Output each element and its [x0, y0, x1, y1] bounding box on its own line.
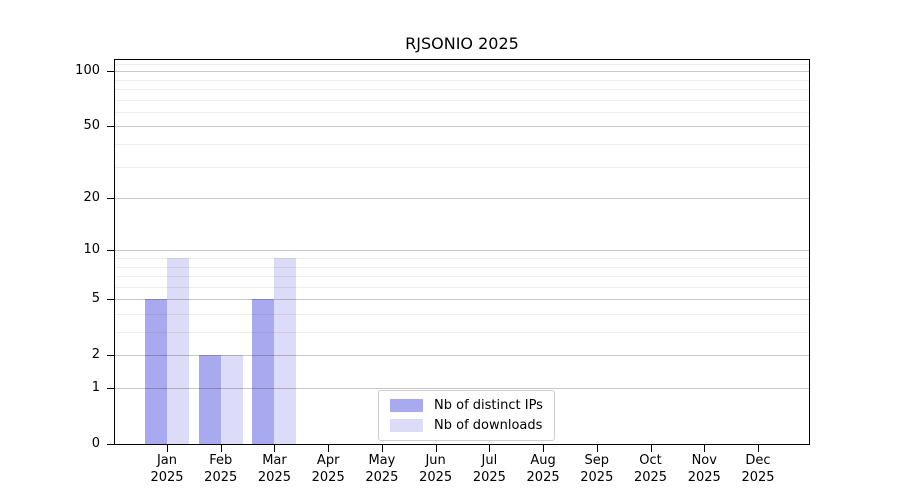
gridline-y-50	[115, 126, 809, 128]
x-tick-label-mar: Mar 2025	[257, 453, 291, 485]
y-tick-mark-1	[107, 388, 114, 389]
gridline-y-8	[115, 266, 809, 268]
gridline-y-3	[115, 332, 809, 333]
y-tick-mark-50	[107, 126, 114, 128]
gridlines-layer	[115, 60, 809, 444]
gridline-y-2	[115, 355, 809, 357]
x-tick-mark-jul	[489, 445, 491, 452]
gridline-y-1	[115, 388, 809, 389]
x-tick-label-dec: Dec 2025	[741, 453, 775, 485]
y-tick-mark-10	[107, 250, 114, 252]
gridline-y-6	[115, 286, 809, 288]
gridline-y-80	[115, 89, 809, 90]
y-tick-label-5: 5	[91, 291, 100, 307]
y-tick-mark-5	[107, 299, 114, 301]
gridline-y-110	[115, 63, 809, 65]
x-tick-mark-dec	[757, 445, 759, 452]
chart-title: RJSONIO 2025	[405, 34, 519, 53]
plot-area: Nb of distinct IPs Nb of downloads	[114, 59, 810, 445]
y-tick-mark-100	[107, 71, 114, 73]
y-tick-label-20: 20	[83, 190, 100, 206]
x-tick-mark-mar	[274, 445, 276, 452]
legend-swatch-downloads-icon	[390, 419, 423, 432]
x-tick-label-jul: Jul 2025	[472, 453, 506, 485]
gridline-y-20	[115, 198, 809, 200]
x-tick-label-sep: Sep 2025	[580, 453, 614, 485]
bar-mar-downloads	[274, 257, 297, 444]
legend-label-downloads: Nb of downloads	[434, 418, 543, 433]
bar-mar-distinct-ips	[252, 299, 275, 444]
x-tick-mark-may	[381, 445, 383, 452]
bar-feb-distinct-ips	[198, 355, 221, 444]
y-tick-mark-0	[107, 444, 114, 445]
x-tick-mark-aug	[543, 445, 545, 452]
x-tick-label-apr: Apr 2025	[311, 453, 345, 485]
x-tick-label-jun: Jun 2025	[419, 453, 453, 485]
x-tick-label-feb: Feb 2025	[204, 453, 238, 485]
x-tick-mark-apr	[328, 445, 330, 452]
gridline-y-40	[115, 144, 809, 145]
x-tick-label-aug: Aug 2025	[526, 453, 560, 485]
x-tick-label-nov: Nov 2025	[687, 453, 721, 485]
x-tick-mark-sep	[596, 445, 598, 452]
gridline-y-100	[115, 71, 809, 73]
y-tick-label-1: 1	[91, 380, 100, 395]
x-tick-mark-nov	[704, 445, 706, 452]
bar-jan-distinct-ips	[145, 299, 167, 444]
gridline-y-30	[115, 166, 809, 168]
gridline-y-10	[115, 250, 809, 252]
legend-item-distinct-ips: Nb of distinct IPs	[390, 398, 543, 413]
x-tick-mark-oct	[650, 445, 652, 452]
x-tick-mark-feb	[220, 445, 222, 452]
legend: Nb of distinct IPs Nb of downloads	[378, 390, 555, 441]
y-tick-label-100: 100	[75, 63, 100, 79]
gridline-y-7	[115, 276, 809, 278]
bar-jan-downloads	[167, 257, 189, 444]
gridline-y-4	[115, 313, 809, 315]
gridline-y-70	[115, 99, 809, 101]
y-tick-label-0: 0	[91, 436, 100, 451]
y-tick-mark-20	[107, 198, 114, 200]
bar-feb-downloads	[220, 355, 243, 444]
y-tick-label-2: 2	[91, 347, 100, 363]
x-tick-mark-jun	[435, 445, 437, 452]
gridline-y-9	[115, 257, 809, 259]
legend-item-downloads: Nb of downloads	[390, 418, 543, 433]
y-tick-label-50: 50	[83, 118, 100, 134]
bars-layer	[115, 60, 809, 444]
gridline-y-60	[115, 111, 809, 113]
x-tick-label-oct: Oct 2025	[633, 453, 668, 485]
x-tick-label-jan: Jan 2025	[150, 453, 184, 485]
legend-swatch-distinct-ips-icon	[390, 399, 423, 412]
y-tick-mark-2	[107, 355, 114, 357]
y-tick-label-10: 10	[83, 242, 100, 258]
gridline-y-5	[115, 299, 809, 301]
legend-label-distinct-ips: Nb of distinct IPs	[434, 398, 543, 413]
x-tick-mark-jan	[167, 445, 168, 452]
x-tick-label-may: May 2025	[365, 453, 399, 485]
gridline-y-90	[115, 79, 809, 81]
